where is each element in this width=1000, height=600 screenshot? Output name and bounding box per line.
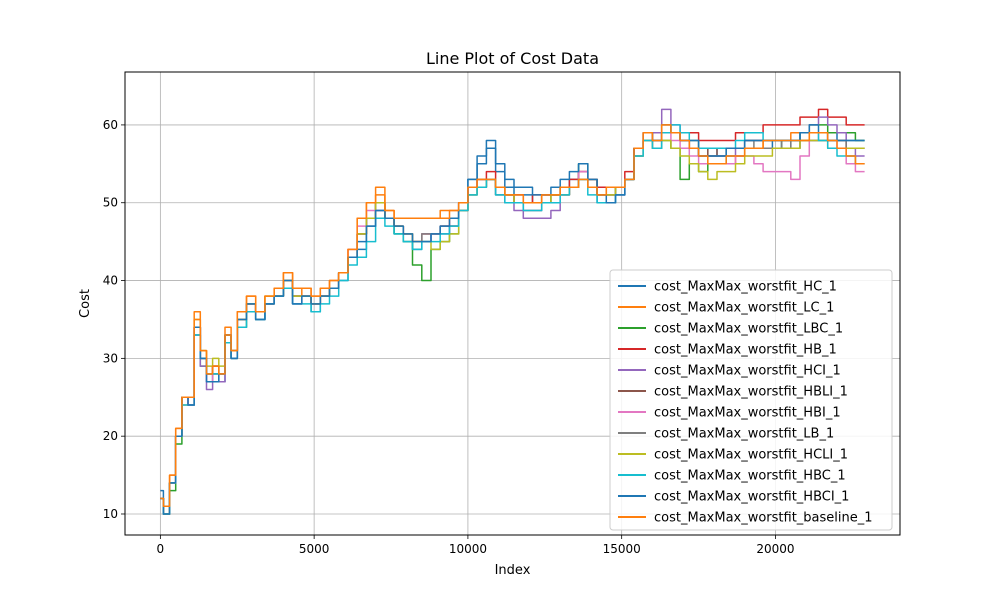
legend-entry: cost_MaxMax_worstfit_HBLI_1: [654, 385, 848, 400]
legend-box: [609, 269, 893, 531]
x-axis: 0 5000 10000 15000 20000: [157, 535, 795, 556]
x-tick-label: 20000: [756, 542, 794, 556]
y-tick-label: 30: [103, 351, 118, 365]
x-tick-label: 10000: [449, 542, 487, 556]
legend: cost_MaxMax_worstfit_HC_1 cost_MaxMax_wor…: [609, 269, 893, 531]
series-lines: [160, 108, 865, 515]
x-tick-label: 15000: [603, 542, 641, 556]
legend-entry: cost_MaxMax_worstfit_HBI_1: [654, 406, 841, 421]
x-tick-label: 5000: [299, 542, 330, 556]
plot-area-frame: [124, 71, 901, 536]
legend-entry: cost_MaxMax_worstfit_LC_1: [654, 301, 834, 316]
y-tick-label: 60: [103, 118, 118, 132]
legend-entry: cost_MaxMax_worstfit_HBCI_1: [654, 490, 849, 505]
y-tick-label: 20: [103, 429, 118, 443]
x-tick-label: 0: [157, 542, 165, 556]
series-line-12: [160, 124, 865, 507]
legend-entry: cost_MaxMax_worstfit_LB_1: [654, 427, 834, 442]
legend-entry: cost_MaxMax_worstfit_HC_1: [654, 280, 837, 295]
legend-entry: cost_MaxMax_worstfit_LBC_1: [654, 322, 843, 337]
legend-entry: cost_MaxMax_worstfit_HCLI_1: [654, 448, 848, 463]
y-tick-label: 40: [103, 274, 118, 288]
y-tick-label: 10: [103, 507, 118, 521]
x-axis-label: Index: [495, 563, 531, 578]
legend-entry: cost_MaxMax_worstfit_HB_1: [654, 343, 837, 358]
y-axis-label: Cost: [78, 289, 93, 318]
y-axis: 10 20 30 40 50 60: [103, 118, 125, 521]
legend-entry: cost_MaxMax_worstfit_baseline_1: [654, 511, 873, 526]
legend-entry: cost_MaxMax_worstfit_HBC_1: [654, 469, 846, 484]
series-line-10: [160, 124, 865, 515]
y-tick-label: 50: [103, 196, 118, 210]
chart-title: Line Plot of Cost Data: [426, 49, 599, 68]
legend-entry: cost_MaxMax_worstfit_HCI_1: [654, 364, 841, 379]
